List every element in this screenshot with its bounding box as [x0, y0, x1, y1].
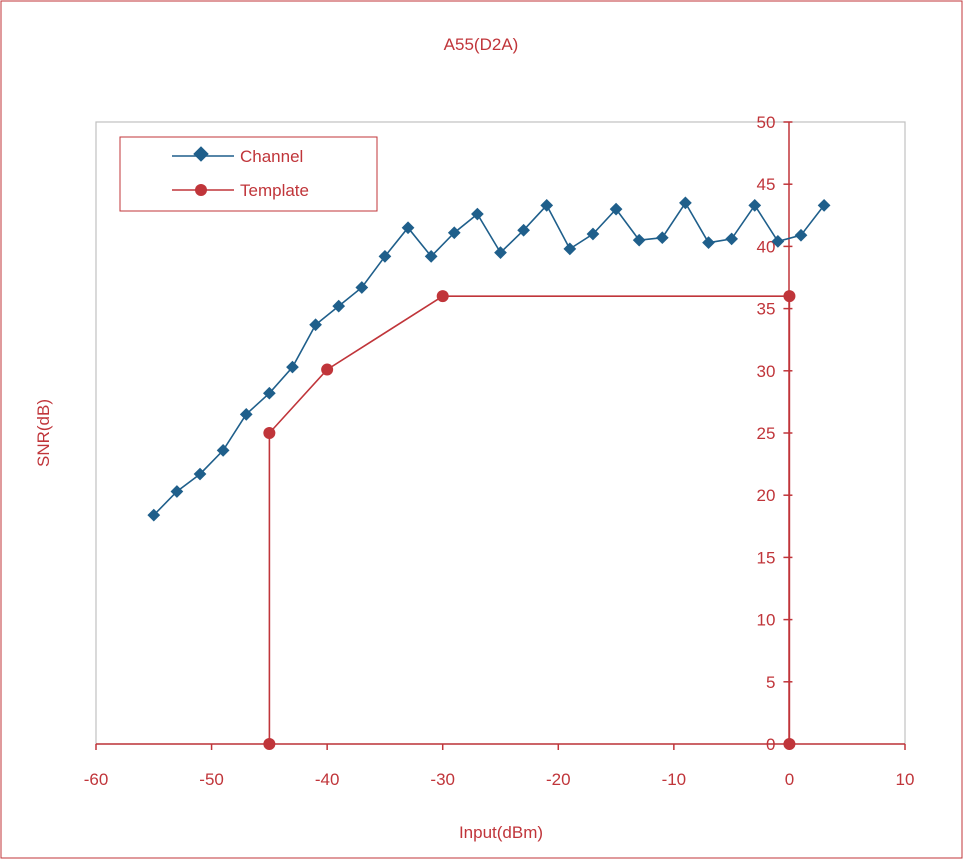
- y-tick-label: 45: [757, 175, 776, 194]
- x-axis-label: Input(dBm): [459, 823, 543, 842]
- channel-point: [286, 360, 299, 374]
- channel-point: [262, 386, 276, 400]
- legend-template-marker: [195, 184, 207, 196]
- y-tick-label: 30: [757, 362, 776, 381]
- legend-template-label: Template: [240, 181, 309, 200]
- x-tick-label: -10: [662, 770, 687, 789]
- y-tick-label: 25: [757, 424, 776, 443]
- channel-point: [239, 407, 253, 421]
- y-tick-label: 10: [757, 611, 776, 630]
- y-tick-label: 20: [757, 486, 776, 505]
- channel-point: [401, 221, 415, 235]
- x-tick-label: -40: [315, 770, 340, 789]
- x-tick-label: -60: [84, 770, 109, 789]
- x-tick-label: 0: [785, 770, 794, 789]
- y-tick-label: 35: [757, 300, 776, 319]
- channel-point: [193, 467, 207, 481]
- legend-channel-marker: [193, 146, 209, 162]
- template-line: [268, 295, 791, 744]
- template-point: [783, 290, 796, 303]
- y-tick-label: 15: [757, 548, 776, 567]
- x-tick-label: -30: [430, 770, 455, 789]
- channel-point: [332, 299, 346, 313]
- x-tick-label: -50: [199, 770, 224, 789]
- legend: Channel Template: [119, 136, 378, 212]
- plot-area: [95, 121, 906, 745]
- channel-point: [447, 226, 461, 240]
- series-layer: [147, 196, 831, 750]
- y-tick-label: 5: [766, 673, 775, 692]
- template-point: [321, 363, 334, 376]
- channel-point: [355, 281, 369, 294]
- x-axis-ticks: -60 -50 -40 -30 -20 -10 0 10: [84, 744, 915, 789]
- channel-point: [471, 207, 484, 221]
- y-tick-label: 0: [766, 735, 775, 754]
- y-tick-label: 40: [757, 237, 776, 256]
- template-point: [436, 290, 449, 303]
- channel-point: [309, 318, 322, 332]
- legend-box: [119, 136, 378, 212]
- y-axis-label: SNR(dB): [34, 399, 53, 467]
- legend-channel-label: Channel: [240, 147, 303, 166]
- template-point: [263, 738, 276, 750]
- channel-point: [170, 485, 184, 498]
- x-tick-label: 10: [896, 770, 915, 789]
- channel-point: [494, 246, 507, 259]
- template-point: [263, 427, 276, 439]
- y-tick-label: 50: [757, 113, 776, 132]
- channel-point: [216, 444, 230, 457]
- template-point: [783, 738, 796, 750]
- series-template: [263, 290, 796, 750]
- chart-title: A55(D2A): [444, 35, 519, 54]
- x-tick-label: -20: [546, 770, 571, 789]
- y-axis-ticks: 0 5 10 15 20 25 30 35 40 45 50: [757, 113, 793, 754]
